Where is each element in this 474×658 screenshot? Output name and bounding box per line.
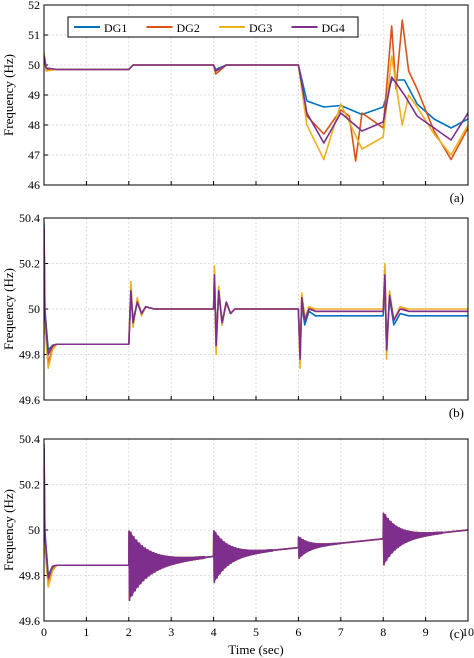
x-tick-label: 8 [380,625,386,639]
x-tick-label: 6 [295,625,301,639]
y-tick-label: 49 [28,88,40,102]
x-tick-label: 4 [211,625,217,639]
plot-frame [43,438,469,622]
legend-label-dg3: DG3 [249,21,272,35]
chart-panel-b: 49.6 49.8 50 50.2 50.4 Frequency (Hz) (b) [1,211,469,420]
y-tick-label: 51 [28,28,40,42]
panel-label: (a) [450,190,464,205]
y-tick-label: 48 [28,118,40,132]
y-axis-label: Frequency (Hz) [1,54,16,136]
y-tick-label: 49.6 [19,614,40,628]
y-tick-label: 50.2 [19,478,40,492]
x-tick-label: 2 [126,625,132,639]
y-tick-label: 52 [28,0,40,12]
plot-frame [43,217,469,401]
x-tick-label: 10 [462,625,474,639]
y-tick-label: 47 [28,148,40,162]
series-line-dg4 [44,227,468,360]
y-tick-label: 49.6 [19,393,40,407]
y-tick-label: 49.8 [19,348,40,362]
y-tick-label: 50 [28,302,40,316]
y-tick-label: 50 [28,58,40,72]
y-tick-label: 50.4 [19,211,40,225]
series-line-dg4 [44,55,468,144]
series-line-dg4 [44,448,468,602]
y-tick-label: 50.4 [19,432,40,446]
y-axis-label: Frequency (Hz) [1,489,16,571]
legend-label-dg4: DG4 [322,21,345,35]
x-tick-label: 0 [41,625,47,639]
panel-label: (b) [449,405,464,420]
legend-label-dg2: DG2 [177,21,200,35]
panel-label: (c) [450,626,464,641]
legend-label-dg1: DG1 [104,21,127,35]
x-tick-label: 3 [168,625,174,639]
y-axis-label: Frequency (Hz) [1,268,16,350]
legend: DG1 DG2 DG3 DG4 [67,16,359,38]
x-axis-label: Time (sec) [228,642,284,657]
y-tick-label: 46 [28,178,40,192]
x-tick-label: 9 [423,625,429,639]
chart-panel-c: 0 1 2 3 4 5 6 7 8 9 10 49.6 49.8 50 50.2 50.4 Frequency … [1,432,474,657]
chart-panel-a: 46 47 48 49 50 51 52 Frequency (Hz) (a) DG1 DG2 DG3… [1,0,469,205]
y-tick-label: 50 [28,523,40,537]
plot-frame [43,4,469,186]
y-tick-label: 49.8 [19,569,40,583]
x-tick-label: 1 [83,625,89,639]
x-tick-label: 7 [338,625,344,639]
x-tick-label: 5 [253,625,259,639]
y-tick-label: 50.2 [19,257,40,271]
